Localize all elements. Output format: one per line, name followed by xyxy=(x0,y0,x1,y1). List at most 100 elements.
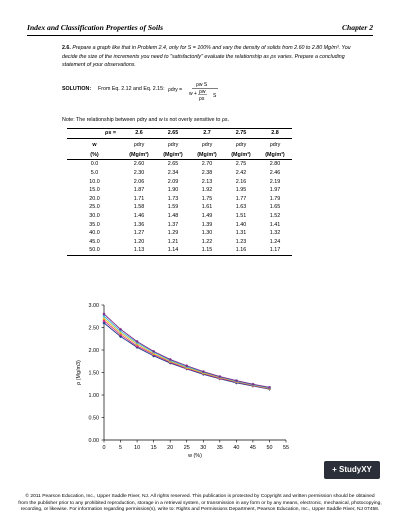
problem-statement: 2.6. Prepare a graph like that in Proble… xyxy=(62,44,362,70)
data-point xyxy=(102,312,106,316)
y-axis-label: ρ (Mg/m3) xyxy=(76,360,82,385)
data-point xyxy=(201,370,205,373)
density-cell: 2.46 xyxy=(269,170,281,177)
y-tick-label: 2.50 xyxy=(89,326,100,332)
eq-numerator: ρw S xyxy=(196,82,208,88)
w-cell: 20.0 xyxy=(89,195,100,202)
density-cell: 1.13 xyxy=(122,246,156,256)
density-cell: 1.48 xyxy=(167,213,179,220)
footer-line-2: from the publisher prior to any prohibit… xyxy=(18,500,382,506)
density-cell: 1.29 xyxy=(167,230,179,237)
data-point xyxy=(234,379,238,382)
col-header: ρdry xyxy=(269,141,281,148)
col-header: ρdry xyxy=(167,141,179,148)
density-cell: 1.41 xyxy=(269,221,281,228)
density-cell: 1.36 xyxy=(133,221,145,228)
data-point xyxy=(185,365,189,369)
table-row: 20.0 1.71 1.73 1.75 1.77 1.79 xyxy=(67,195,292,204)
density-cell: 1.52 xyxy=(269,213,281,220)
density-cell: 2.13 xyxy=(201,178,213,185)
density-cell: 1.24 xyxy=(269,238,281,245)
density-cell: 1.15 xyxy=(190,246,224,256)
density-cell: 2.70 xyxy=(201,161,213,168)
x-tick-label: 35 xyxy=(217,445,223,451)
density-cell: 1.51 xyxy=(235,213,247,220)
table-row: 30.0 1.46 1.48 1.49 1.51 1.52 xyxy=(67,212,292,221)
density-cell: 1.37 xyxy=(167,221,179,228)
series-line xyxy=(103,318,270,389)
data-point xyxy=(102,314,106,318)
rho-s-value: 2.7 xyxy=(190,128,224,139)
data-point xyxy=(218,375,222,378)
density-cell: 1.71 xyxy=(133,195,145,202)
density-cell: 2.75 xyxy=(235,161,247,168)
w-cell: 50.0 xyxy=(67,246,122,256)
data-point xyxy=(135,340,139,343)
density-cell: 1.65 xyxy=(269,204,281,211)
data-point xyxy=(119,333,122,336)
w-cell: 15.0 xyxy=(89,187,100,194)
density-cell: 2.60 xyxy=(133,161,145,168)
logo-plus-icon: + xyxy=(332,465,339,474)
col-header: ρdry xyxy=(201,141,213,148)
density-cell: 2.80 xyxy=(269,161,281,168)
data-point xyxy=(118,331,123,335)
table-row: 25.0 1.58 1.59 1.61 1.63 1.65 xyxy=(67,203,292,212)
data-point xyxy=(152,349,156,353)
table-row: 15.0 1.87 1.90 1.92 1.95 1.97 xyxy=(67,186,292,195)
x-tick-label: 10 xyxy=(134,445,140,451)
density-cell: 1.90 xyxy=(167,187,179,194)
density-cell: 1.49 xyxy=(201,213,213,220)
w-unit: (%) xyxy=(67,150,122,161)
density-cell: 2.42 xyxy=(235,170,247,177)
x-tick-label: 55 xyxy=(283,445,289,451)
density-cell: 1.30 xyxy=(201,230,213,237)
unit-row: (%) (Mg/m³) (Mg/m³) (Mg/m³) (Mg/m³) (Mg/m³) xyxy=(67,150,292,161)
x-tick-label: 40 xyxy=(233,445,239,451)
density-cell: 1.27 xyxy=(133,230,145,237)
table-row: 10.0 2.06 2.09 2.13 2.16 2.19 xyxy=(67,177,292,186)
page-header: Index and Classification Properties of S… xyxy=(27,23,373,35)
y-tick-label: 1.50 xyxy=(89,371,100,377)
x-tick-label: 25 xyxy=(184,445,190,451)
header-rule xyxy=(27,35,373,36)
series-line xyxy=(103,322,270,390)
density-cell: 1.58 xyxy=(133,204,145,211)
w-cell: 40.0 xyxy=(89,230,100,237)
density-cell: 1.40 xyxy=(235,221,247,228)
solution-text: From Eq. 2.12 and Eq. 2.15: xyxy=(98,86,165,92)
header-chapter: Chapter 2 xyxy=(341,23,373,32)
density-cell: 1.22 xyxy=(201,238,213,245)
eq-frac-num: ρw xyxy=(199,89,206,95)
footer-line-1: © 2011 Pearson Education, Inc., Upper Sa… xyxy=(25,494,375,499)
data-point xyxy=(135,342,139,346)
w-cell: 10.0 xyxy=(89,178,100,185)
density-cell: 1.59 xyxy=(167,204,179,211)
solution-label: SOLUTION: xyxy=(62,86,92,92)
y-tick-label: 2.00 xyxy=(89,348,100,354)
rho-s-row: ρs = 2.6 2.65 2.7 2.75 2.8 xyxy=(67,128,292,139)
table-row: 0.0 2.60 2.65 2.70 2.75 2.80 xyxy=(67,160,292,169)
data-point xyxy=(185,364,189,368)
table-row: 5.0 2.30 2.34 2.38 2.42 2.46 xyxy=(67,169,292,178)
density-cell: 1.75 xyxy=(201,195,213,202)
data-point xyxy=(251,382,255,386)
col-header: ρdry xyxy=(133,141,145,148)
density-cell: 2.19 xyxy=(269,178,281,185)
w-cell: 25.0 xyxy=(89,204,100,211)
table-row: 45.0 1.20 1.21 1.22 1.23 1.24 xyxy=(67,238,292,247)
eq-frac-den: ρs xyxy=(199,96,205,102)
w-cell: 30.0 xyxy=(89,213,100,220)
y-tick-label: 3.00 xyxy=(89,303,100,309)
data-point xyxy=(152,354,156,358)
density-cell: 1.31 xyxy=(235,230,247,237)
rho-s-value: 2.75 xyxy=(224,128,258,139)
w-header: w xyxy=(92,141,97,148)
density-cell: 2.06 xyxy=(133,178,145,185)
eq-den-a: w + xyxy=(189,91,197,97)
density-cell: 1.46 xyxy=(133,213,145,220)
density-cell: 1.16 xyxy=(224,246,258,256)
x-tick-label: 50 xyxy=(266,445,272,451)
density-cell: 2.34 xyxy=(167,170,179,177)
